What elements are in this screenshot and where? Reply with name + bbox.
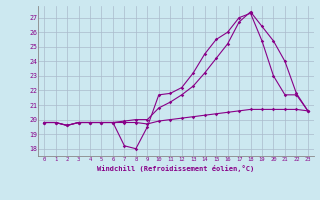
- X-axis label: Windchill (Refroidissement éolien,°C): Windchill (Refroidissement éolien,°C): [97, 165, 255, 172]
